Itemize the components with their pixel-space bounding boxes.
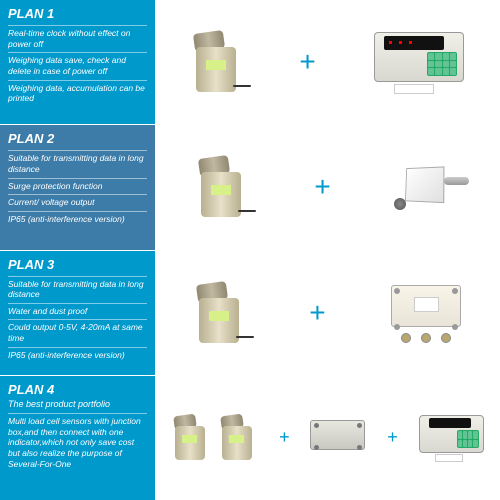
plan-3-title: PLAN 3	[8, 257, 147, 272]
weighing-indicator-small-icon	[417, 415, 487, 460]
plan-1-products: +	[155, 0, 500, 124]
plan-4-feature: Multi load cell sensors with junction bo…	[8, 416, 147, 469]
plan-1-feature: Real-time clock without effect on power …	[8, 28, 147, 49]
multi-sensors-icon	[168, 415, 260, 460]
plan-1-feature: Weighing data, accumulation can be print…	[8, 83, 147, 104]
plus-icon: +	[387, 427, 398, 448]
plus-icon: +	[279, 427, 290, 448]
plan-4-products: + +	[155, 376, 500, 500]
plan-2-row: PLAN 2 Suitable for transmitting data in…	[0, 125, 500, 249]
plan-1-title: PLAN 1	[8, 6, 147, 21]
plan-4-subtitle: The best product portfolio	[8, 399, 147, 410]
separator	[8, 25, 147, 26]
separator	[8, 80, 147, 81]
separator	[8, 347, 147, 348]
plan-2-title: PLAN 2	[8, 131, 147, 146]
plan-3-info: PLAN 3 Suitable for transmitting data in…	[0, 251, 155, 375]
separator	[8, 194, 147, 195]
plan-1-row: PLAN 1 Real-time clock without effect on…	[0, 0, 500, 124]
load-cell-sensor-icon	[186, 32, 246, 92]
plus-icon: +	[299, 46, 315, 78]
separator	[8, 52, 147, 53]
separator	[8, 319, 147, 320]
separator	[8, 211, 147, 212]
plan-2-info: PLAN 2 Suitable for transmitting data in…	[0, 125, 155, 249]
plan-3-products: +	[155, 251, 500, 375]
junction-box-icon	[386, 285, 466, 340]
plan-4-info: PLAN 4 The best product portfolio Multi …	[0, 376, 155, 500]
plan-3-feature: IP65 (anti-interference version)	[8, 350, 147, 361]
plan-1-feature: Weighing data save, check and delete in …	[8, 55, 147, 76]
junction-box-small-icon	[308, 420, 368, 455]
load-cell-sensor-icon	[189, 283, 249, 343]
plan-2-products: +	[155, 125, 500, 249]
plan-2-feature: Suitable for transmitting data in long d…	[8, 153, 147, 174]
signal-transmitter-icon	[394, 162, 464, 212]
separator	[8, 276, 147, 277]
plan-3-feature: Could output 0-5V, 4-20mA at same time	[8, 322, 147, 343]
separator	[8, 150, 147, 151]
plan-2-feature: IP65 (anti-interference version)	[8, 214, 147, 225]
plan-3-row: PLAN 3 Suitable for transmitting data in…	[0, 251, 500, 375]
plan-2-feature: Surge protection function	[8, 181, 147, 192]
separator	[8, 413, 147, 414]
weighing-indicator-icon	[369, 32, 469, 92]
plus-icon: +	[309, 297, 325, 329]
plan-3-feature: Water and dust proof	[8, 306, 147, 317]
plus-icon: +	[314, 171, 330, 203]
plan-1-info: PLAN 1 Real-time clock without effect on…	[0, 0, 155, 124]
plan-3-feature: Suitable for transmitting data in long d…	[8, 279, 147, 300]
plan-2-feature: Current/ voltage output	[8, 197, 147, 208]
separator	[8, 303, 147, 304]
plan-4-title: PLAN 4	[8, 382, 147, 397]
plan-4-row: PLAN 4 The best product portfolio Multi …	[0, 376, 500, 500]
separator	[8, 178, 147, 179]
load-cell-sensor-icon	[191, 157, 251, 217]
